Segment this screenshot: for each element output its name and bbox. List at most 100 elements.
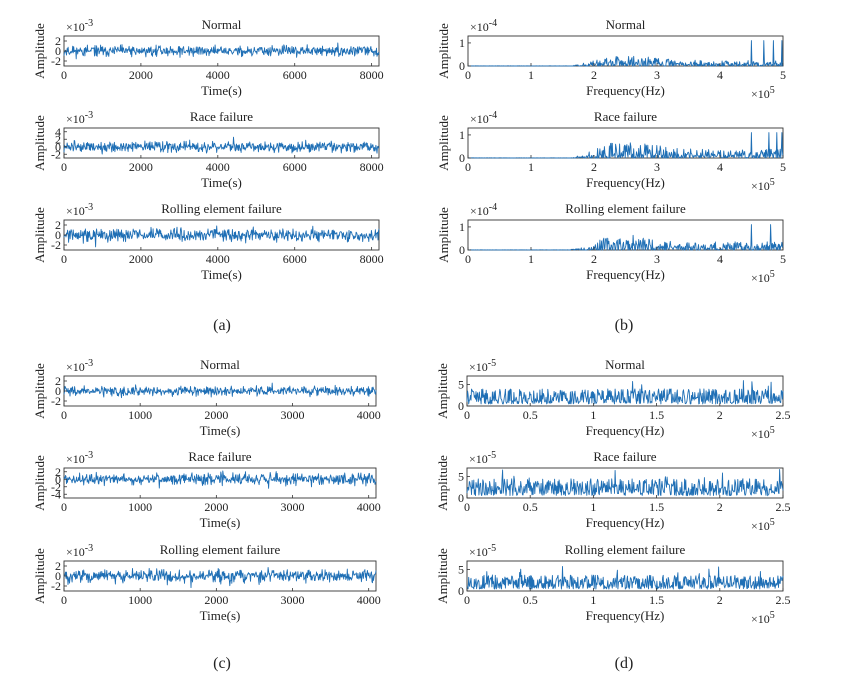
- x-tick-label: 4000: [357, 593, 381, 607]
- plot-area: [63, 127, 380, 159]
- subplot-2: Rolling element failure 0 2000 4000 6000 8000…: [32, 201, 384, 282]
- x-tick-label: 8000: [360, 68, 384, 82]
- x-exponent-power: 5: [770, 269, 775, 280]
- y-exponent-label: ×10-4: [470, 18, 497, 34]
- x-axis-label: Time(s): [201, 175, 242, 190]
- panel-label-c: (c): [213, 655, 231, 672]
- y-axis-label: Amplitude: [32, 363, 47, 419]
- y-axis-label: Amplitude: [32, 548, 47, 604]
- y-tick-label: 0: [458, 491, 464, 505]
- x-tick-label: 1.5: [649, 593, 664, 607]
- x-exponent-label: ×105: [751, 610, 775, 626]
- x-tick-label: 2000: [129, 252, 153, 266]
- y-exponent-label: ×10-3: [66, 110, 93, 126]
- x-tick-label: 0: [61, 593, 67, 607]
- y-tick-label: 0: [55, 140, 61, 154]
- x-tick-label: 3: [654, 252, 660, 266]
- signal-trace: [63, 136, 380, 155]
- x-tick-label: 3: [654, 160, 660, 174]
- y-axis-label: Amplitude: [435, 455, 450, 511]
- subplot-11: Rolling element failure 0 0.5 1 1.5 2 2.5 0 5 Fre…: [435, 542, 791, 626]
- y-tick-label: 2: [55, 34, 61, 48]
- y-exponent-label: ×10-5: [469, 543, 496, 559]
- x-exponent-label: ×105: [751, 517, 775, 533]
- x-exponent-power: 5: [770, 517, 775, 528]
- x-tick-label: 2000: [129, 160, 153, 174]
- signal-trace: [63, 225, 380, 248]
- subplot-3: Normal 0 1 2 3 4 5 0 1 Frequency(Hz) Amplitude ×10-…: [436, 17, 786, 101]
- x-axis-label: Frequency(Hz): [586, 515, 665, 530]
- y-exponent-power: -3: [85, 543, 93, 554]
- y-tick-label: -4: [51, 487, 61, 501]
- x-tick-label: 0: [61, 252, 67, 266]
- y-tick-label: -2: [51, 394, 61, 408]
- x-tick-label: 2.5: [776, 593, 791, 607]
- y-tick-label: 2: [55, 374, 61, 388]
- signal-trace: [468, 224, 784, 251]
- x-tick-label: 0: [61, 160, 67, 174]
- x-tick-label: 2000: [129, 68, 153, 82]
- y-exponent-power: -4: [489, 110, 497, 121]
- x-tick-label: 2: [591, 68, 597, 82]
- y-tick-label: 0: [459, 243, 465, 257]
- y-tick-label: -2: [51, 579, 61, 593]
- x-tick-label: 2: [591, 160, 597, 174]
- x-tick-label: 4: [717, 68, 723, 82]
- x-tick-label: 2: [717, 593, 723, 607]
- y-tick-label: 0: [55, 569, 61, 583]
- x-tick-label: 0: [61, 500, 67, 514]
- y-tick-label: -2: [51, 147, 61, 161]
- y-exponent-power: -3: [85, 202, 93, 213]
- y-exponent-power: -5: [488, 358, 496, 369]
- y-tick-label: -2: [51, 54, 61, 68]
- y-exponent-label: ×10-3: [66, 18, 93, 34]
- y-tick-label: 1: [459, 128, 465, 142]
- x-tick-label: 8000: [360, 252, 384, 266]
- x-exponent-power: 5: [770, 425, 775, 436]
- x-tick-label: 1: [590, 593, 596, 607]
- y-exponent-power: -4: [489, 202, 497, 213]
- subplot-title: Race failure: [593, 449, 656, 464]
- y-exponent-label: ×10-3: [66, 358, 93, 374]
- x-axis-label: Time(s): [201, 83, 242, 98]
- x-tick-label: 1: [528, 252, 534, 266]
- subplot-title: Race failure: [594, 109, 657, 124]
- subplot-title: Rolling element failure: [161, 201, 282, 216]
- x-tick-label: 1.5: [649, 500, 664, 514]
- y-tick-label: 0: [458, 399, 464, 413]
- x-tick-label: 0: [464, 500, 470, 514]
- signal-trace: [466, 566, 784, 590]
- y-exponent-label: ×10-4: [470, 110, 497, 126]
- x-tick-label: 3000: [281, 500, 305, 514]
- y-tick-label: 5: [458, 470, 464, 484]
- x-tick-label: 4000: [206, 68, 230, 82]
- x-axis-label: Frequency(Hz): [586, 423, 665, 438]
- x-axis-label: Frequency(Hz): [586, 267, 665, 282]
- y-tick-label: 2: [55, 132, 61, 146]
- y-axis-label: Amplitude: [32, 23, 47, 79]
- x-tick-label: 0: [61, 408, 67, 422]
- y-tick-label: 1: [459, 36, 465, 50]
- signal-trace: [63, 567, 377, 589]
- x-tick-label: 2: [717, 500, 723, 514]
- x-axis-label: Time(s): [200, 515, 241, 530]
- panel-label-a: (a): [213, 317, 231, 334]
- y-axis-label: Amplitude: [32, 115, 47, 171]
- x-tick-label: 1: [528, 68, 534, 82]
- signal-trace: [63, 382, 377, 399]
- x-tick-label: 8000: [360, 160, 384, 174]
- x-exponent-power: 5: [770, 85, 775, 96]
- x-tick-label: 5: [780, 160, 786, 174]
- x-axis-label: Time(s): [201, 267, 242, 282]
- y-exponent-power: -3: [85, 110, 93, 121]
- y-axis-label: Amplitude: [436, 207, 451, 263]
- subplot-5: Rolling element failure 0 1 2 3 4 5 0 1 Frequency…: [436, 201, 786, 285]
- subplot-title: Normal: [605, 357, 645, 372]
- subplot-9: Normal 0 0.5 1 1.5 2 2.5 0 5 Frequency(Hz) Amplitu…: [435, 357, 791, 441]
- panel-label-d: (d): [615, 655, 634, 672]
- subplot-title: Race failure: [188, 449, 251, 464]
- subplot-title: Race failure: [190, 109, 253, 124]
